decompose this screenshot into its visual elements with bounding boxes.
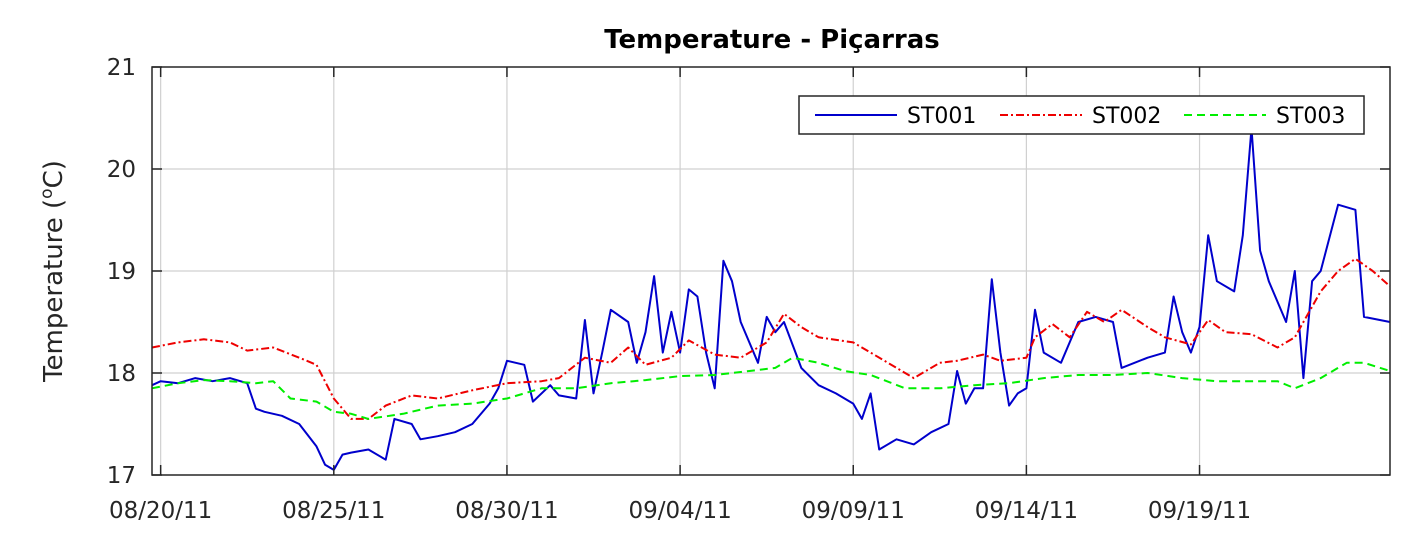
- y-tick-label: 20: [107, 157, 136, 183]
- legend-label-st002: ST002: [1092, 104, 1161, 129]
- x-axis: 08/20/11 08/25/11 08/30/11 09/04/11 09/09/11…: [109, 67, 1251, 524]
- x-tick-label: 08/25/11: [282, 498, 385, 524]
- x-tick-label: 08/30/11: [455, 498, 558, 524]
- y-axis-label: Temperature (oC): [37, 160, 69, 383]
- x-tick-label: 09/09/11: [802, 498, 905, 524]
- y-axis: 17 18 19 20 21: [107, 55, 1390, 489]
- legend-label-st001: ST001: [907, 104, 976, 129]
- series-line-st003: [151, 356, 1391, 420]
- chart-title: Temperature - Piçarras: [604, 25, 940, 55]
- y-tick-label: 18: [107, 361, 136, 387]
- x-tick-label: 09/19/11: [1148, 498, 1251, 524]
- series-lines: [151, 127, 1391, 471]
- y-tick-label: 17: [107, 463, 136, 489]
- x-tick-label: 09/14/11: [975, 498, 1078, 524]
- y-tick-label: 19: [107, 259, 136, 285]
- legend-label-st003: ST003: [1276, 104, 1345, 129]
- legend: ST001 ST002 ST003: [798, 95, 1365, 135]
- y-tick-label: 21: [107, 55, 136, 81]
- x-tick-label: 08/20/11: [109, 498, 212, 524]
- series-line-st002: [151, 257, 1391, 420]
- x-tick-label: 09/04/11: [628, 498, 731, 524]
- grid: [152, 67, 1390, 475]
- series-line-st001: [151, 127, 1391, 471]
